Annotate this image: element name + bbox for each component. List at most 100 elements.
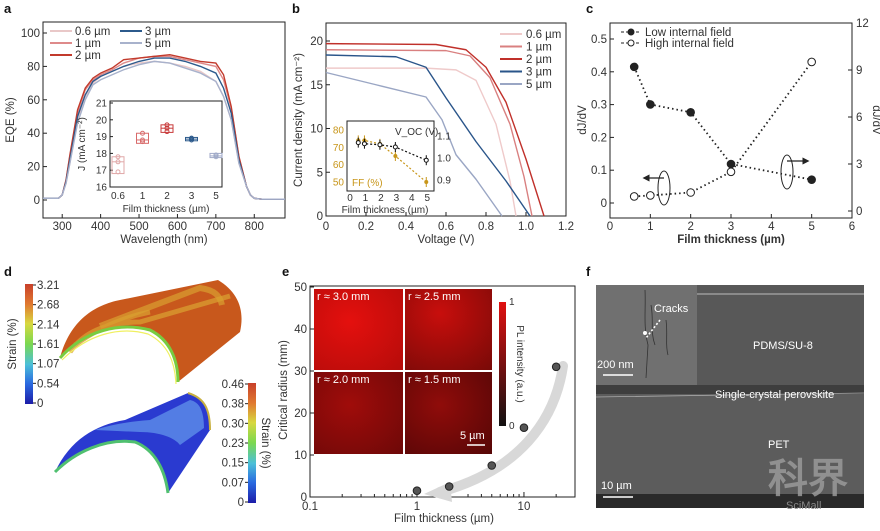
layer-label-pdms: PDMS/SU-8: [753, 340, 813, 352]
panel-b-inset-xlabel: Film thickness (µm): [342, 205, 429, 216]
panel-a-ytick-label: 80: [27, 61, 40, 73]
panel-c-point: [629, 192, 639, 201]
panel-letter-f: f: [586, 264, 591, 279]
panel-a-inset-point: [189, 137, 194, 143]
inset-scale-label: 200 nm: [597, 359, 634, 371]
panel-d-bottom-tick-label: 0.15: [222, 458, 244, 470]
panel-d-top-tick-label: 0.54: [37, 378, 60, 390]
panel-b-ytick-label: 10: [310, 124, 323, 136]
panel-e-pl-colorbar-label: PL intensity (a.u.): [514, 325, 525, 402]
panel-c-ytick-right-label: 6: [856, 112, 862, 124]
pl-image-4: [405, 372, 492, 454]
panel-e-xtick-label: 10: [518, 501, 531, 513]
pl-image-3: [314, 372, 403, 454]
panel-d-bottom-tick-label: 0.30: [222, 418, 244, 430]
panel-a-inset-point: [189, 135, 194, 141]
panel-d-top-tick-label: 3.21: [37, 280, 59, 292]
panel-c-legend-marker: [627, 39, 635, 47]
panel-e-ytick-label: 50: [294, 282, 307, 294]
panel-d-top-tick-label: 2.68: [37, 300, 59, 312]
panel-b-inset-xtick-label: 0: [347, 193, 353, 204]
panel-e-xtick-label: 1: [414, 501, 420, 513]
panel-d-top-strain-model: [58, 280, 242, 385]
panel-c-ytick-right-label: 12: [856, 18, 869, 30]
panel-a-inset-point: [213, 152, 219, 158]
panel-d-bottom-colorbar: [248, 383, 256, 503]
panel-a-ytick-label: 20: [27, 162, 40, 174]
panel-a-legend-label: 3 µm: [145, 26, 171, 38]
panel-e-ylabel: Critical radius (mm): [278, 340, 290, 440]
watermark-subtext: SciMall: [786, 500, 821, 512]
pl-image-1: [314, 289, 403, 370]
layer-label-pet: PET: [768, 439, 790, 451]
panel-c-ytick-left-label: 0.1: [591, 165, 607, 177]
panel-b-ytick-label: 15: [310, 80, 323, 92]
panel-c-point: [646, 100, 655, 109]
panel-a-inset-ytick-label: 18: [96, 149, 108, 160]
panel-c-xtick-label: 0: [607, 221, 613, 233]
panel-b-series-3: [325, 54, 531, 217]
panel-e-point: [444, 482, 454, 491]
panel-c-point: [646, 191, 655, 200]
panel-b-inset-ff-tick: 70: [333, 143, 345, 154]
panel-letter-c: c: [586, 1, 593, 16]
panel-b-inset-frame: [346, 120, 435, 192]
panel-c-series-line-0: [633, 66, 812, 181]
panel-b-inset-xtick-label: 2: [378, 193, 384, 204]
panel-d-top-tick-label: 2.14: [37, 319, 60, 331]
panel-a-legend-label: 2 µm: [75, 50, 101, 62]
panel-a-inset-ytick-label: 21: [96, 99, 108, 110]
panel-c-ytick-left-label: 0.4: [591, 67, 608, 79]
panel-c-xtick-label: 2: [687, 221, 693, 233]
panel-d-bottom-strain-model: [53, 392, 211, 494]
panel-c-xtick-label: 4: [768, 221, 775, 233]
panel-c-point: [726, 159, 736, 169]
panel-e-xtick-label: 0.1: [302, 501, 318, 513]
panel-b-inset-ff-line: [358, 139, 427, 183]
panel-a-inset-point: [140, 130, 145, 136]
panel-f-sem-image: Cracks 200 nm PDMS/SU-8 Single-crystal p…: [595, 285, 865, 512]
panel-b-inset-voc-point: [361, 141, 367, 147]
panel-b-inset-xtick-label: 1: [363, 193, 369, 204]
panel-a-inset-point: [115, 169, 121, 175]
panel-c-xtick-label: 6: [849, 221, 855, 233]
panel-b-legend-label: 1 µm: [526, 42, 552, 54]
panel-c-xtick-label: 5: [808, 221, 814, 233]
panel-a-inset-xtick-label: 2: [164, 191, 170, 202]
panel-d-top-colorbar-label: Strain (%): [7, 318, 19, 369]
panel-d-bottom-tick-label: 0.46: [222, 379, 244, 391]
panel-e-point: [519, 423, 529, 433]
panel-a-inset-ytick-label: 16: [96, 183, 108, 194]
panel-letter-e: e: [282, 264, 289, 279]
panel-e-point: [551, 362, 561, 372]
panel-a-inset-ytick-label: 17: [96, 166, 108, 177]
panel-a-xtick-label: 600: [168, 221, 187, 233]
panel-a-inset-point: [115, 159, 121, 165]
panel-a-inset-ytick-label: 19: [96, 132, 108, 143]
panel-b-xtick-label: 0.2: [358, 221, 374, 233]
panel-e-ytick-label: 20: [294, 408, 307, 420]
panel-c-right-axis-ellipse: [780, 154, 794, 190]
panel-c-ytick-right-label: 0: [856, 206, 862, 218]
panel-b-xtick-label: 0.4: [398, 221, 415, 233]
panel-a-ytick-label: 0: [34, 195, 40, 207]
panel-d-bottom-tick-label: 0.38: [222, 399, 244, 411]
panel-d-bottom-tick-label: 0.23: [222, 438, 244, 450]
panel-a-inset-point: [164, 122, 170, 128]
panel-b-legend-label: 5 µm: [526, 79, 552, 91]
panel-e-pl-colorbar: [499, 302, 506, 426]
panel-b-legend-label: 2 µm: [526, 54, 552, 66]
panel-a-xtick-label: 500: [129, 221, 148, 233]
panel-c-ytick-left-label: 0.2: [591, 132, 607, 144]
cracks-label: Cracks: [654, 303, 689, 315]
panel-e-point: [487, 461, 497, 470]
pl-image-2-label: r ≈ 2.5 mm: [408, 291, 461, 303]
panel-b-xtick-label: 0.6: [438, 221, 454, 233]
panel-letter-a: a: [4, 1, 12, 16]
panel-b-inset-ff-tick: 60: [333, 160, 345, 171]
panel-a-inset-point: [164, 125, 170, 131]
panel-d-top-tick-label: 1.07: [37, 359, 59, 371]
